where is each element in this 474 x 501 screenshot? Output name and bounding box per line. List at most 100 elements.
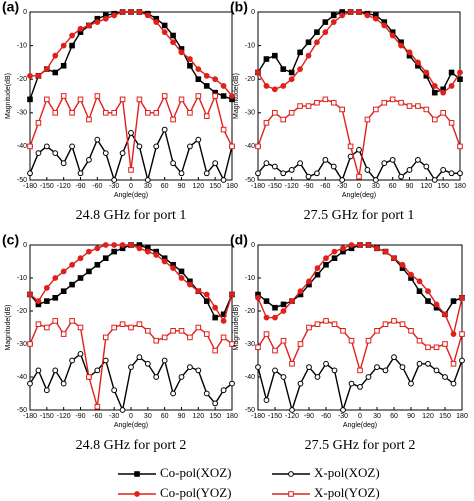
data-point <box>364 116 371 123</box>
data-point <box>136 143 143 150</box>
data-point <box>60 160 67 167</box>
data-point <box>340 245 346 252</box>
data-point <box>203 291 210 298</box>
data-point <box>187 281 193 288</box>
data-point <box>77 275 84 281</box>
data-point <box>94 136 101 143</box>
data-point <box>425 288 431 295</box>
data-point <box>229 93 235 99</box>
y-tick-label: -40 <box>245 374 255 381</box>
data-point <box>102 150 109 157</box>
data-point <box>372 177 379 183</box>
data-point <box>272 347 278 354</box>
data-point <box>322 96 329 103</box>
data-point <box>357 367 363 374</box>
data-point <box>136 96 143 103</box>
data-point <box>322 156 329 163</box>
data-point <box>408 380 414 387</box>
data-point <box>331 367 338 374</box>
data-point <box>323 318 329 324</box>
data-point <box>374 328 380 334</box>
panel-label: (a) <box>2 0 19 15</box>
x-tick-label: -30 <box>338 413 348 420</box>
data-point <box>450 361 457 367</box>
caption: 24.8 GHz for port 2 <box>76 438 187 453</box>
data-point <box>60 42 67 49</box>
data-point <box>398 173 404 180</box>
data-point <box>280 83 287 89</box>
data-point <box>27 380 33 387</box>
data-point <box>272 52 278 59</box>
data-point <box>187 334 193 341</box>
data-point <box>314 321 321 327</box>
legend-label: X-pol(XOZ) <box>314 465 380 480</box>
data-point <box>77 255 84 262</box>
data-point <box>212 160 219 167</box>
data-point <box>170 265 176 272</box>
data-point <box>365 242 372 248</box>
data-point <box>60 331 67 337</box>
x-tick-label: -120 <box>57 183 71 190</box>
data-point <box>77 170 84 177</box>
data-point <box>323 262 329 268</box>
data-point <box>161 126 168 133</box>
data-point <box>357 384 363 390</box>
data-point <box>43 143 50 150</box>
data-point <box>178 275 185 281</box>
data-point <box>442 341 448 347</box>
data-point <box>77 25 84 32</box>
data-point <box>314 29 320 35</box>
data-point <box>330 163 337 170</box>
x-tick-label: 90 <box>406 183 414 190</box>
legend-marker <box>288 491 294 497</box>
data-point <box>52 52 59 59</box>
data-point <box>161 22 168 29</box>
data-point <box>77 351 84 357</box>
data-point <box>161 258 168 265</box>
data-point <box>44 96 50 103</box>
data-point <box>459 294 465 301</box>
data-point <box>102 15 109 22</box>
data-point <box>406 103 413 109</box>
data-point <box>425 298 431 304</box>
series-line <box>257 244 463 337</box>
data-point <box>77 96 84 103</box>
data-point <box>297 380 304 387</box>
x-tick-label: 180 <box>226 413 238 420</box>
data-point <box>255 170 261 177</box>
x-axis-label: Angle(deg) <box>342 192 376 199</box>
data-point <box>440 89 447 96</box>
x-tick-label: 180 <box>226 183 238 190</box>
y-tick-label: -20 <box>245 76 255 83</box>
series-line <box>257 244 463 316</box>
data-point <box>431 83 438 89</box>
data-point <box>356 9 362 15</box>
data-point <box>69 42 75 49</box>
data-point <box>94 262 101 268</box>
legend-label: Co-pol(XOZ) <box>160 465 232 480</box>
data-point <box>305 39 312 46</box>
x-tick-label: 0 <box>358 413 362 420</box>
data-point <box>288 76 295 83</box>
data-point <box>119 96 126 103</box>
data-point <box>86 248 92 255</box>
x-tick-label: -30 <box>337 183 347 190</box>
data-point <box>382 367 389 374</box>
x-tick-label: -180 <box>23 413 37 420</box>
x-tick-label: -30 <box>109 183 119 190</box>
data-point <box>457 170 463 177</box>
x-tick-label: -90 <box>75 183 85 190</box>
data-point <box>69 32 75 39</box>
y-tick-label: -30 <box>245 341 255 348</box>
data-point <box>119 242 126 248</box>
data-point <box>297 341 304 347</box>
data-point <box>111 242 118 248</box>
data-point <box>448 170 455 177</box>
data-point <box>136 354 143 361</box>
y-tick-label: 0 <box>251 9 255 16</box>
data-point <box>170 39 176 46</box>
data-point <box>322 29 329 36</box>
data-point <box>69 261 75 268</box>
data-point <box>431 89 438 96</box>
x-tick-label: -90 <box>304 413 314 420</box>
